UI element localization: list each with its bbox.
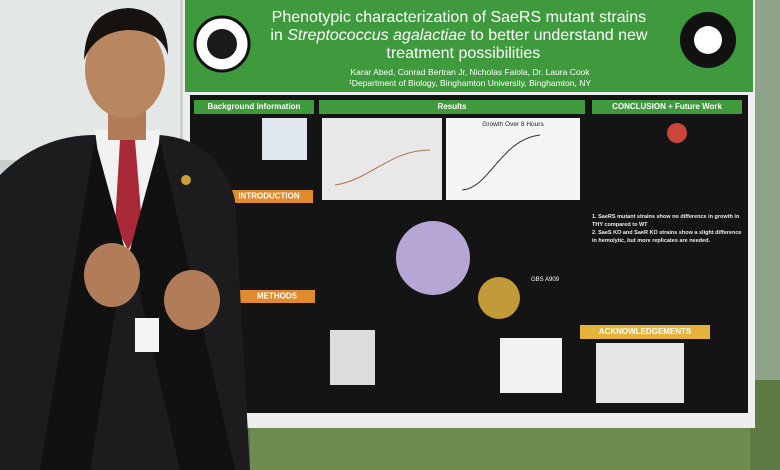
figure-icon [667, 123, 687, 143]
title-line: in [270, 27, 287, 44]
conclusion-text: 1. SaeRS mutant strains show no differen… [592, 214, 749, 244]
conclusion-line: 1. SaeRS mutant strains show no differen… [592, 214, 740, 220]
title-italic: Streptococcus agalactiae [287, 27, 466, 44]
conclusion-line: in hemolytic, but more replicates are ne… [592, 238, 710, 244]
figure-chart [446, 118, 580, 200]
logos [596, 343, 684, 403]
chart-title: Growth Over 8 Hours [482, 121, 544, 128]
affiliation: ¹Department of Biology, Binghamton Unive… [349, 78, 591, 88]
hand [84, 243, 140, 307]
section-bar [194, 100, 314, 114]
authors: Karar Abed, Conrad Bertran Jr, Nicholas … [350, 67, 590, 77]
section-bar [580, 325, 710, 339]
face [85, 22, 165, 118]
figure-chart [500, 338, 562, 393]
lab-logo-center [694, 26, 722, 54]
pin [181, 175, 191, 185]
poster-header [185, 0, 753, 92]
plate-image [396, 221, 470, 295]
section-header: METHODS [257, 292, 298, 301]
section-bar [319, 100, 585, 114]
section-header: CONCLUSION + Future Work [612, 102, 722, 111]
title-line: to better understand new [466, 27, 648, 44]
section-header: Background Information [208, 102, 301, 111]
hair [84, 8, 168, 60]
university-logo-center [207, 29, 237, 59]
lapel [40, 140, 125, 470]
figure-curve [461, 134, 541, 191]
figure-label: GBS A909 [531, 277, 560, 283]
name-badge [135, 318, 159, 352]
figure [262, 118, 307, 160]
section-header: Results [438, 102, 467, 111]
section-bar [225, 190, 313, 203]
poster-title: Phenotypic characterization of SaeRS mut… [270, 9, 669, 62]
section-bar [240, 290, 315, 303]
plants-front [250, 420, 750, 470]
conclusion-line: THY compared to WT [592, 222, 648, 228]
section-header: ACKNOWLEDGEMENTS [599, 327, 692, 336]
plate-image [478, 277, 520, 319]
figure-table [330, 330, 375, 385]
section-header: INTRODUCTION [238, 192, 300, 201]
figure-table [322, 118, 442, 200]
tie [115, 140, 142, 250]
title-line: treatment possibilities [386, 45, 540, 62]
title-line: Phenotypic characterization of SaeRS mut… [272, 9, 646, 26]
figure-curve [334, 149, 431, 186]
hand [164, 270, 220, 330]
conclusion-line: 2. SaeS KO and SaeR KO strains show a sl… [592, 230, 741, 236]
section-bar [592, 100, 742, 114]
